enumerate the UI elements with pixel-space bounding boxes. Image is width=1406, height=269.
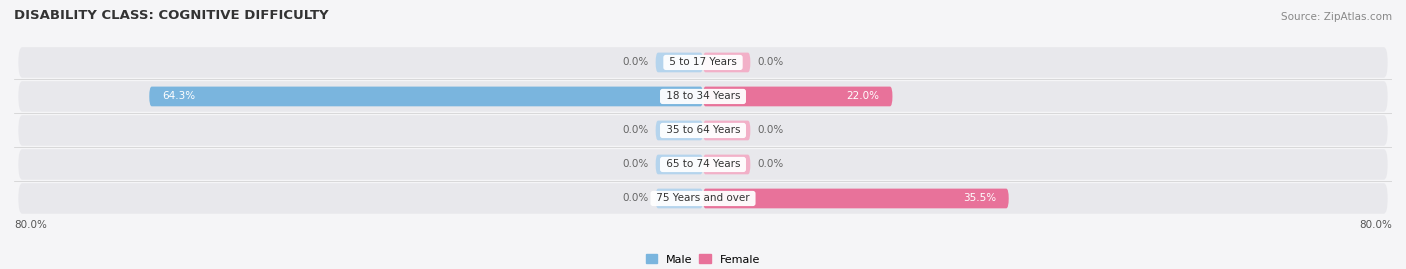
Text: 0.0%: 0.0% bbox=[623, 193, 648, 203]
Text: 0.0%: 0.0% bbox=[758, 58, 783, 68]
FancyBboxPatch shape bbox=[655, 155, 703, 174]
FancyBboxPatch shape bbox=[703, 121, 751, 140]
Text: 0.0%: 0.0% bbox=[623, 58, 648, 68]
FancyBboxPatch shape bbox=[18, 149, 1388, 180]
Text: 22.0%: 22.0% bbox=[846, 91, 880, 101]
Text: Source: ZipAtlas.com: Source: ZipAtlas.com bbox=[1281, 12, 1392, 22]
FancyBboxPatch shape bbox=[18, 115, 1388, 146]
Text: 65 to 74 Years: 65 to 74 Years bbox=[662, 160, 744, 169]
Text: 0.0%: 0.0% bbox=[623, 125, 648, 136]
Text: 80.0%: 80.0% bbox=[1360, 220, 1392, 229]
FancyBboxPatch shape bbox=[703, 189, 1008, 208]
Text: 80.0%: 80.0% bbox=[14, 220, 46, 229]
Legend: Male, Female: Male, Female bbox=[641, 250, 765, 269]
Text: 75 Years and over: 75 Years and over bbox=[652, 193, 754, 203]
Text: 0.0%: 0.0% bbox=[758, 160, 783, 169]
Text: 5 to 17 Years: 5 to 17 Years bbox=[666, 58, 740, 68]
FancyBboxPatch shape bbox=[18, 183, 1388, 214]
Text: 0.0%: 0.0% bbox=[623, 160, 648, 169]
FancyBboxPatch shape bbox=[703, 155, 751, 174]
Text: 18 to 34 Years: 18 to 34 Years bbox=[662, 91, 744, 101]
Text: 35.5%: 35.5% bbox=[963, 193, 995, 203]
Text: 0.0%: 0.0% bbox=[758, 125, 783, 136]
FancyBboxPatch shape bbox=[703, 87, 893, 106]
Text: 35 to 64 Years: 35 to 64 Years bbox=[662, 125, 744, 136]
FancyBboxPatch shape bbox=[703, 53, 751, 72]
FancyBboxPatch shape bbox=[655, 189, 703, 208]
Text: 64.3%: 64.3% bbox=[162, 91, 195, 101]
FancyBboxPatch shape bbox=[18, 81, 1388, 112]
FancyBboxPatch shape bbox=[655, 53, 703, 72]
Text: DISABILITY CLASS: COGNITIVE DIFFICULTY: DISABILITY CLASS: COGNITIVE DIFFICULTY bbox=[14, 9, 329, 22]
FancyBboxPatch shape bbox=[149, 87, 703, 106]
FancyBboxPatch shape bbox=[18, 47, 1388, 78]
FancyBboxPatch shape bbox=[655, 121, 703, 140]
